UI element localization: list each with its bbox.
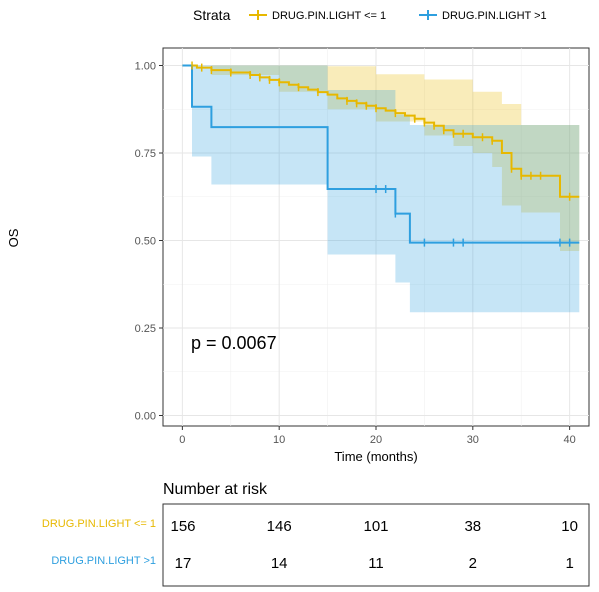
- risk-count: 156: [170, 518, 195, 535]
- risk-row-label: DRUG.PIN.LIGHT <= 1: [42, 518, 156, 530]
- survival-curve-high: [182, 64, 580, 244]
- risk-row-label: DRUG.PIN.LIGHT >1: [51, 555, 156, 567]
- x-tick-label: 10: [273, 434, 285, 446]
- ci-band-low: [182, 65, 580, 251]
- x-axis-ticks: 0 10 20 30 40: [179, 426, 576, 446]
- legend-title: Strata: [193, 7, 231, 23]
- y-axis-label: OS: [6, 228, 21, 247]
- x-tick-label: 40: [564, 434, 576, 446]
- legend-key-low: [249, 10, 267, 20]
- risk-table-title: Number at risk: [163, 481, 268, 498]
- x-axis-label: Time (months): [334, 449, 417, 464]
- risk-count: 11: [368, 555, 384, 572]
- risk-count: 2: [469, 555, 477, 572]
- risk-count: 1: [565, 555, 573, 572]
- legend: Strata DRUG.PIN.LIGHT <= 1 DRUG.PIN.LIGH…: [193, 7, 547, 23]
- y-tick-label: 0.25: [135, 323, 156, 335]
- risk-count: 101: [363, 518, 388, 535]
- risk-count: 10: [561, 518, 578, 535]
- p-value-annotation: p = 0.0067: [191, 333, 277, 353]
- risk-table-panel: [162, 503, 590, 587]
- legend-key-high: [419, 10, 437, 20]
- y-axis-ticks: 0.00 0.25 0.50 0.75 1.00: [135, 61, 163, 423]
- risk-count: 17: [175, 555, 192, 572]
- grid: [163, 48, 589, 426]
- x-tick-label: 0: [179, 434, 185, 446]
- legend-label-high: DRUG.PIN.LIGHT >1: [442, 10, 547, 22]
- legend-label-low: DRUG.PIN.LIGHT <= 1: [272, 10, 386, 22]
- risk-table: DRUG.PIN.LIGHT <= 1 156 146 101 38 10 DRUG.PIN…: [42, 518, 578, 572]
- x-tick-label: 30: [467, 434, 479, 446]
- censor-marks: [191, 61, 571, 247]
- y-tick-label: 0.50: [135, 236, 156, 248]
- risk-count: 38: [464, 518, 481, 535]
- y-tick-label: 1.00: [135, 61, 156, 73]
- y-tick-label: 0.00: [135, 411, 156, 423]
- risk-count: 14: [271, 555, 288, 572]
- x-tick-label: 20: [370, 434, 382, 446]
- risk-count: 146: [267, 518, 292, 535]
- y-tick-label: 0.75: [135, 148, 156, 160]
